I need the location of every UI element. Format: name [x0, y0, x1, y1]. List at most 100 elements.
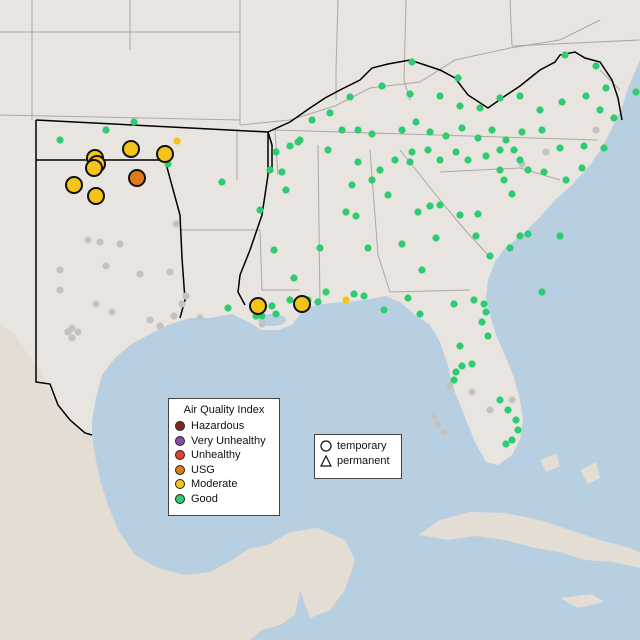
monitor-point-good — [538, 288, 546, 296]
monitor-point-good — [558, 98, 566, 106]
monitor-point-good — [456, 102, 464, 110]
monitor-point-good — [316, 244, 324, 252]
monitor-point-good — [496, 94, 504, 102]
monitor-point-good — [416, 310, 424, 318]
monitor-point-good — [500, 176, 508, 184]
monitor-point-good — [268, 302, 276, 310]
southeast-border — [237, 51, 623, 306]
monitor-point-good — [296, 136, 304, 144]
monitor-point-good — [418, 266, 426, 274]
legend-swatch — [175, 464, 185, 475]
monitor-point-good — [454, 74, 462, 82]
monitor-point-good — [476, 104, 484, 112]
monitor-point-good — [496, 396, 504, 404]
monitor-point-good — [596, 106, 604, 114]
monitor-point-good — [376, 166, 384, 174]
monitor-point-good — [424, 146, 432, 154]
monitor-point-good — [602, 84, 610, 92]
monitor-point-moderate — [249, 297, 267, 315]
monitor-point-good — [502, 440, 510, 448]
monitor-point-good — [380, 306, 388, 314]
monitor-point-good — [561, 51, 569, 59]
monitor-point-good — [342, 208, 350, 216]
monitor-point-good — [506, 244, 514, 252]
legend-item: Moderate — [169, 477, 279, 492]
monitor-point-good — [436, 156, 444, 164]
legend-item: Very Unhealthy — [169, 434, 279, 449]
monitor-point-good — [504, 406, 512, 414]
monitor-point-good — [278, 168, 286, 176]
monitor-point-no-data — [136, 270, 144, 278]
monitor-point-good — [368, 176, 376, 184]
monitor-point-good — [524, 230, 532, 238]
monitor-point-no-data — [196, 314, 204, 322]
yucatan-land — [268, 528, 355, 618]
region-border — [35, 119, 273, 436]
legend-swatch — [175, 493, 185, 504]
mexico-land — [0, 325, 300, 640]
monitor-point-good — [378, 82, 386, 90]
monitor-point-moderate — [87, 187, 105, 205]
monitor-point-no-data — [156, 322, 164, 330]
monitor-point-moderate — [342, 296, 350, 304]
monitor-point-good — [578, 164, 586, 172]
legend-label: Good — [191, 492, 218, 505]
legend-swatch — [175, 435, 185, 446]
monitor-point-no-data — [56, 286, 64, 294]
monitor-point-no-data — [542, 148, 550, 156]
monitor-point-good — [398, 126, 406, 134]
state-borders — [0, 0, 640, 306]
legend-item: USG — [169, 463, 279, 478]
monitor-point-good — [412, 118, 420, 126]
monitor-point-no-data — [56, 266, 64, 274]
monitor-point-moderate — [173, 137, 181, 145]
monitor-point-good — [472, 232, 480, 240]
monitor-point-no-data — [446, 382, 454, 390]
circle-icon — [320, 439, 332, 452]
monitor-point-no-data — [166, 268, 174, 276]
monitor-point-good — [442, 132, 450, 140]
monitor-point-good — [496, 146, 504, 154]
legend-swatch — [175, 421, 185, 432]
monitor-point-good — [582, 92, 590, 100]
permanent-label: permanent — [337, 454, 390, 467]
monitor-point-good — [502, 136, 510, 144]
legend-label: Unhealthy — [191, 449, 241, 462]
monitor-point-good — [458, 362, 466, 370]
monitor-point-good — [464, 156, 472, 164]
monitor-point-good — [632, 88, 640, 96]
monitor-point-good — [426, 202, 434, 210]
monitor-point-good — [270, 246, 278, 254]
monitor-point-no-data — [84, 236, 92, 244]
monitor-point-good — [348, 181, 356, 189]
monitor-point-good — [360, 292, 368, 300]
monitor-point-good — [592, 62, 600, 70]
monitor-point-good — [290, 274, 298, 282]
monitor-point-good — [398, 240, 406, 248]
legend-item: Unhealthy — [169, 448, 279, 463]
monitor-point-good — [488, 126, 496, 134]
monitor-point-good — [518, 128, 526, 136]
monitor-point-good — [556, 232, 564, 240]
monitor-point-good — [368, 130, 376, 138]
monitor-point-good — [338, 126, 346, 134]
monitor-point-good — [486, 252, 494, 260]
monitor-point-good — [102, 126, 110, 134]
shape-legend: temporary permanent — [314, 434, 402, 479]
monitor-point-good — [516, 92, 524, 100]
monitor-point-no-data — [146, 316, 154, 324]
monitor-point-good — [354, 158, 362, 166]
monitor-point-good — [514, 426, 522, 434]
monitor-point-good — [414, 208, 422, 216]
monitor-point-good — [404, 294, 412, 302]
monitor-point-good — [272, 148, 280, 156]
monitor-point-good — [224, 304, 232, 312]
monitor-point-no-data — [108, 308, 116, 316]
monitor-point-good — [478, 318, 486, 326]
monitor-point-good — [218, 178, 226, 186]
monitor-point-no-data — [64, 328, 72, 336]
monitor-point-good — [482, 308, 490, 316]
monitor-point-good — [536, 106, 544, 114]
monitor-point-usg — [128, 169, 146, 187]
